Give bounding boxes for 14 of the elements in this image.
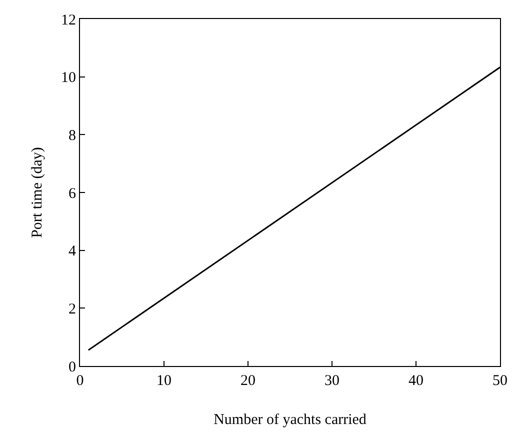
x-tick-label: 20 xyxy=(240,373,256,389)
y-tick-label: 4 xyxy=(68,244,76,260)
y-tick-label: 12 xyxy=(61,12,76,28)
y-axis-title: Port time (day) xyxy=(29,147,46,238)
x-tick-label: 50 xyxy=(492,373,508,389)
y-tick-label: 2 xyxy=(68,301,76,318)
x-tick-label: 40 xyxy=(408,373,424,389)
y-tick-label: 8 xyxy=(68,128,76,144)
y-tick-label: 6 xyxy=(68,186,76,202)
x-tick-label: 10 xyxy=(156,373,172,389)
x-tick-label: 30 xyxy=(324,373,340,389)
y-tick-label: 0 xyxy=(68,359,76,376)
x-axis-title: Number of yachts carried xyxy=(214,412,367,428)
y-tick-label: 10 xyxy=(61,70,76,86)
